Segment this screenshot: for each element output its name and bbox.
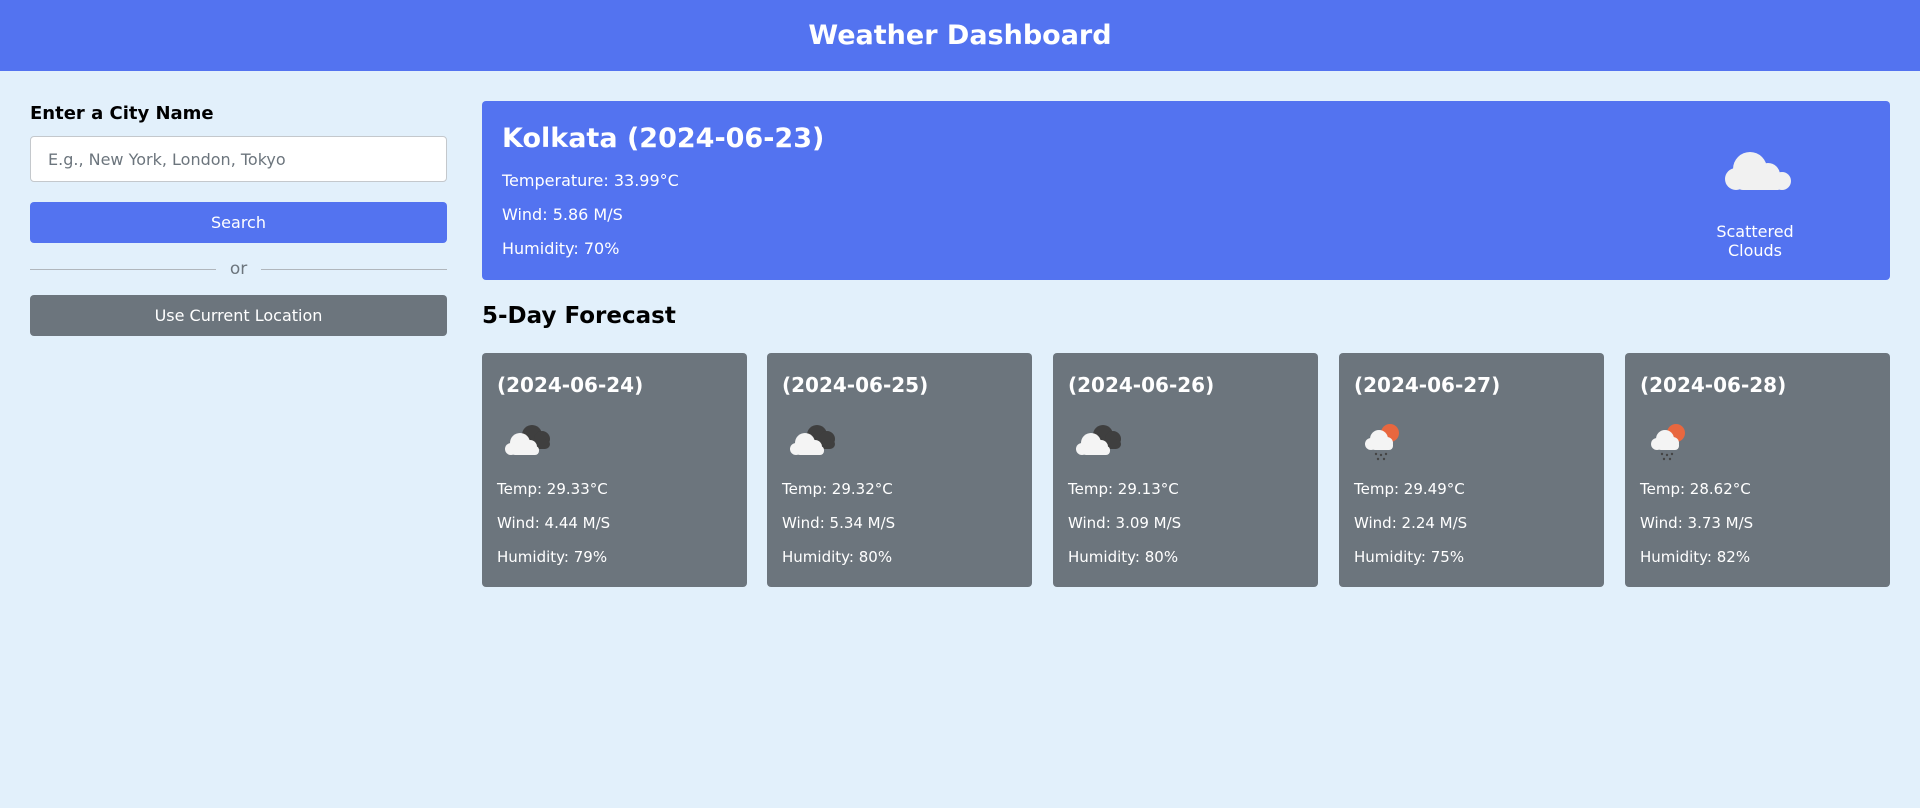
app-title: Weather Dashboard bbox=[808, 20, 1112, 51]
current-humidity: Humidity: 70% bbox=[502, 239, 620, 258]
divider-line-right bbox=[261, 268, 448, 270]
forecast-wind: Wind: 3.09 M/S bbox=[1068, 514, 1182, 532]
divider-text: or bbox=[229, 259, 248, 279]
current-temperature: Temperature: 33.99°C bbox=[502, 171, 679, 190]
current-city-date: Kolkata (2024-06-23) bbox=[502, 123, 825, 154]
divider-line-left bbox=[30, 268, 216, 270]
city-search-input[interactable] bbox=[30, 136, 447, 182]
sun-rain-icon bbox=[1357, 417, 1417, 463]
forecast-wind: Wind: 3.73 M/S bbox=[1640, 514, 1754, 532]
broken-clouds-icon bbox=[785, 417, 845, 463]
forecast-card: (2024-06-28) Temp: 28.62°C Wind: 3.73 M/… bbox=[1625, 353, 1890, 587]
forecast-card: (2024-06-24) Temp: 29.33°C Wind: 4.44 M/… bbox=[482, 353, 747, 587]
forecast-humidity: Humidity: 82% bbox=[1640, 548, 1751, 566]
forecast-cards: (2024-06-24) Temp: 29.33°C Wind: 4.44 M/… bbox=[482, 353, 1890, 587]
cloud-icon bbox=[1714, 139, 1804, 199]
app-header: Weather Dashboard bbox=[0, 0, 1920, 71]
forecast-humidity: Humidity: 80% bbox=[782, 548, 893, 566]
forecast-temp: Temp: 28.62°C bbox=[1640, 480, 1751, 498]
search-panel: Enter a City Name Search or Use Current … bbox=[30, 103, 448, 336]
forecast-card: (2024-06-26) Temp: 29.13°C Wind: 3.09 M/… bbox=[1053, 353, 1318, 587]
use-current-location-button[interactable]: Use Current Location bbox=[30, 295, 447, 336]
broken-clouds-icon bbox=[1071, 417, 1131, 463]
current-wind: Wind: 5.86 M/S bbox=[502, 205, 623, 224]
forecast-date: (2024-06-25) bbox=[782, 373, 929, 397]
forecast-temp: Temp: 29.32°C bbox=[782, 480, 893, 498]
forecast-date: (2024-06-27) bbox=[1354, 373, 1501, 397]
weather-description: Scattered Clouds bbox=[1716, 222, 1794, 260]
forecast-temp: Temp: 29.49°C bbox=[1354, 480, 1465, 498]
forecast-wind: Wind: 4.44 M/S bbox=[497, 514, 611, 532]
forecast-wind: Wind: 5.34 M/S bbox=[782, 514, 896, 532]
forecast-date: (2024-06-28) bbox=[1640, 373, 1787, 397]
forecast-date: (2024-06-26) bbox=[1068, 373, 1215, 397]
broken-clouds-icon bbox=[500, 417, 560, 463]
forecast-card: (2024-06-25) Temp: 29.32°C Wind: 5.34 M/… bbox=[767, 353, 1032, 587]
forecast-wind: Wind: 2.24 M/S bbox=[1354, 514, 1468, 532]
forecast-card: (2024-06-27) Temp: 29.49°C Wind: 2.24 M/… bbox=[1339, 353, 1604, 587]
forecast-temp: Temp: 29.13°C bbox=[1068, 480, 1179, 498]
city-input-label: Enter a City Name bbox=[30, 103, 214, 124]
or-divider: or bbox=[30, 257, 448, 281]
forecast-humidity: Humidity: 80% bbox=[1068, 548, 1179, 566]
search-button[interactable]: Search bbox=[30, 202, 447, 243]
forecast-humidity: Humidity: 75% bbox=[1354, 548, 1465, 566]
forecast-date: (2024-06-24) bbox=[497, 373, 644, 397]
forecast-humidity: Humidity: 79% bbox=[497, 548, 608, 566]
forecast-temp: Temp: 29.33°C bbox=[497, 480, 608, 498]
sun-rain-icon bbox=[1643, 417, 1703, 463]
current-weather-card: Kolkata (2024-06-23) Temperature: 33.99°… bbox=[482, 101, 1890, 280]
forecast-heading: 5-Day Forecast bbox=[482, 303, 676, 329]
